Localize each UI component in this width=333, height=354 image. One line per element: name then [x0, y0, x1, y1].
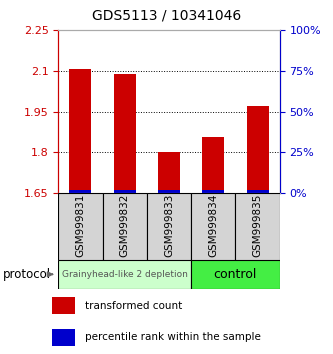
Text: percentile rank within the sample: percentile rank within the sample: [85, 332, 261, 342]
Bar: [246, 190, 269, 193]
Bar: [58, 193, 103, 260]
Bar: [58, 260, 191, 289]
Text: protocol: protocol: [3, 268, 52, 281]
Bar: [69, 190, 92, 193]
Text: GSM999833: GSM999833: [164, 194, 174, 257]
Bar: [147, 193, 191, 260]
Bar: [69, 69, 92, 193]
Bar: [191, 193, 235, 260]
Bar: [52, 297, 75, 314]
Bar: [158, 152, 180, 193]
Text: GSM999835: GSM999835: [252, 194, 263, 257]
Bar: [202, 137, 224, 193]
Bar: [191, 260, 280, 289]
Text: GSM999832: GSM999832: [120, 194, 130, 257]
Text: GDS5113 / 10341046: GDS5113 / 10341046: [92, 9, 241, 23]
Bar: [246, 106, 269, 193]
Bar: [235, 193, 280, 260]
Bar: [158, 190, 180, 193]
Text: transformed count: transformed count: [85, 301, 182, 310]
Text: Grainyhead-like 2 depletion: Grainyhead-like 2 depletion: [62, 270, 188, 279]
Bar: [52, 329, 75, 346]
Text: GSM999834: GSM999834: [208, 194, 218, 257]
Text: GSM999831: GSM999831: [75, 194, 86, 257]
Bar: [202, 190, 224, 193]
Text: control: control: [214, 268, 257, 281]
Bar: [114, 190, 136, 193]
Bar: [103, 193, 147, 260]
Bar: [114, 74, 136, 193]
